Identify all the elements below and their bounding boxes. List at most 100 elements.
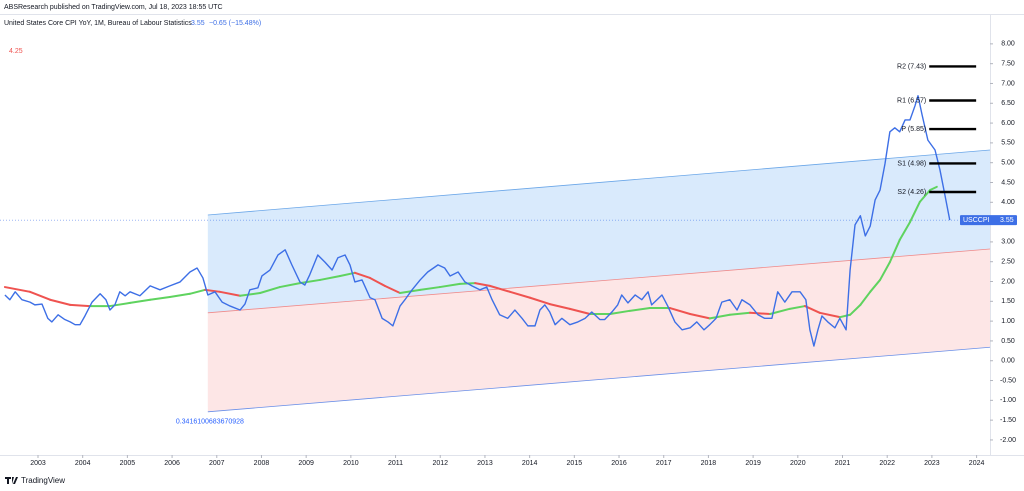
price-label-name: USCCPI bbox=[963, 217, 990, 224]
y-tick-label: 5.50 bbox=[1001, 140, 1015, 147]
y-tick-label: -2.00 bbox=[1000, 437, 1016, 444]
moving-average-segment bbox=[383, 284, 402, 295]
moving-average-segment bbox=[609, 309, 631, 315]
moving-average-segment bbox=[28, 290, 52, 301]
x-tick-label: 2015 bbox=[567, 460, 583, 467]
y-tick-label: -1.00 bbox=[1000, 397, 1016, 404]
channel-lower-line bbox=[207, 346, 991, 413]
channel-lower-fill bbox=[207, 249, 991, 412]
moving-average-segment bbox=[568, 307, 591, 315]
moving-average-segment bbox=[69, 303, 91, 308]
x-tick-label: 2018 bbox=[701, 460, 717, 467]
moving-average-segment bbox=[668, 307, 692, 315]
x-tick-label: 2020 bbox=[790, 460, 806, 467]
moving-average-segment bbox=[879, 261, 891, 281]
x-tick-label: 2012 bbox=[432, 460, 448, 467]
moving-average-segment bbox=[849, 303, 862, 316]
y-tick-label: 0.00 bbox=[1001, 358, 1015, 365]
moving-average-segment bbox=[908, 200, 921, 224]
pivot-label: R1 (6.57) bbox=[897, 97, 926, 104]
moving-average-segment bbox=[399, 288, 422, 295]
x-tick-label: 2007 bbox=[209, 460, 225, 467]
x-tick-label: 2006 bbox=[164, 460, 180, 467]
moving-average-segment bbox=[818, 311, 841, 319]
channel-label: 0.3416100683670928 bbox=[176, 419, 244, 426]
moving-average-segment bbox=[628, 307, 651, 312]
moving-average-segment bbox=[788, 305, 806, 310]
x-tick-label: 2011 bbox=[388, 460, 403, 467]
x-tick-label: 2010 bbox=[343, 460, 359, 467]
y-tick-label: 6.00 bbox=[1001, 120, 1015, 127]
moving-average-segment bbox=[548, 303, 571, 310]
x-tick-label: 2009 bbox=[298, 460, 314, 467]
moving-average-segment bbox=[319, 274, 342, 281]
moving-average-segment bbox=[898, 221, 911, 241]
moving-average-segment bbox=[838, 313, 852, 319]
pivot-label: P (5.85) bbox=[901, 126, 926, 133]
moving-average-segment bbox=[218, 290, 242, 297]
y-tick-label: 2.00 bbox=[1001, 278, 1015, 285]
moving-average-segment bbox=[369, 276, 386, 287]
moving-average-segment bbox=[353, 271, 372, 279]
y-tick-label: 7.00 bbox=[1001, 80, 1015, 87]
moving-average-segment bbox=[3, 286, 31, 293]
moving-average-segment bbox=[474, 282, 491, 287]
y-tick-label: 1.50 bbox=[1001, 298, 1015, 305]
moving-average-segment bbox=[918, 189, 932, 203]
moving-average-segment bbox=[438, 282, 461, 289]
series-line bbox=[4, 95, 951, 347]
moving-average-segment bbox=[728, 311, 751, 316]
moving-average-segment bbox=[239, 292, 262, 297]
y-tick-label: -0.50 bbox=[1000, 377, 1016, 384]
price-label-value: 3.55 bbox=[1000, 217, 1014, 224]
channel-middle-line bbox=[207, 248, 991, 314]
moving-average-segment bbox=[508, 290, 532, 299]
moving-average-segment bbox=[188, 288, 207, 295]
corner-annotation: 4.25 bbox=[9, 48, 23, 55]
y-tick-label: 2.50 bbox=[1001, 259, 1015, 266]
brand: TradingView bbox=[5, 476, 65, 485]
x-tick-label: 2014 bbox=[522, 460, 538, 467]
y-tick-label: 7.50 bbox=[1001, 61, 1015, 68]
moving-average-segment bbox=[929, 185, 938, 192]
moving-average-segment bbox=[529, 296, 551, 306]
x-tick-label: 2003 bbox=[30, 460, 46, 467]
y-tick-label: 6.50 bbox=[1001, 100, 1015, 107]
moving-average-segment bbox=[488, 284, 511, 293]
x-tick-label: 2016 bbox=[611, 460, 627, 467]
y-tick-label: 8.00 bbox=[1001, 41, 1015, 48]
moving-average-segment bbox=[708, 313, 731, 320]
x-tick-label: 2005 bbox=[120, 460, 136, 467]
y-tick-label: 3.00 bbox=[1001, 239, 1015, 246]
legend-last: 3.55 bbox=[191, 20, 205, 27]
moving-average-segment bbox=[689, 312, 711, 320]
moving-average-segment bbox=[129, 298, 152, 304]
y-tick-label: 4.50 bbox=[1001, 179, 1015, 186]
moving-average-segment bbox=[859, 290, 872, 306]
x-tick-label: 2008 bbox=[254, 460, 270, 467]
moving-average-segment bbox=[204, 288, 221, 293]
y-tick-label: 0.50 bbox=[1001, 338, 1015, 345]
moving-average-segment bbox=[259, 286, 281, 295]
legend-series-name: United States Core CPI YoY, 1M, Bureau o… bbox=[4, 20, 192, 27]
y-tick-label: 1.00 bbox=[1001, 318, 1015, 325]
pivot-label: S1 (4.98) bbox=[897, 160, 926, 167]
plot-area: 0.3416100683670928 R2 (7.43) R1 (6.57) P (5… bbox=[0, 63, 991, 426]
channel-upper-fill bbox=[207, 150, 991, 313]
x-tick-label: 2024 bbox=[969, 460, 985, 467]
x-tick-label: 2017 bbox=[656, 460, 672, 467]
y-tick-label: -1.50 bbox=[1000, 417, 1016, 424]
moving-average-segment bbox=[869, 278, 882, 293]
brand-logo bbox=[5, 477, 18, 484]
x-tick-label: 2021 bbox=[835, 460, 851, 467]
moving-average-segment bbox=[49, 298, 72, 306]
moving-average-segment bbox=[748, 311, 772, 315]
x-tick-label: 2013 bbox=[477, 460, 493, 467]
moving-average-segment bbox=[888, 238, 901, 264]
x-tick-label: 2022 bbox=[879, 460, 895, 467]
legend-change: −0.65 (−15.48%) bbox=[209, 20, 261, 27]
x-tick-label: 2004 bbox=[75, 460, 91, 467]
moving-average-segment bbox=[278, 282, 301, 289]
price-label-box bbox=[960, 215, 1017, 226]
